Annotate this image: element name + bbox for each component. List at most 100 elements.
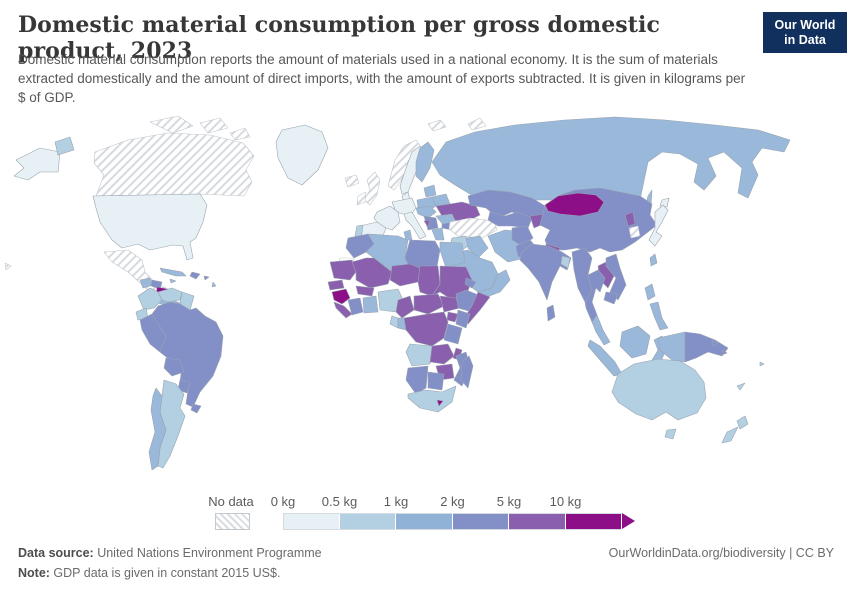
region-venezuela[interactable]: [157, 287, 183, 303]
owid-logo[interactable]: Our World in Data: [763, 12, 847, 57]
legend-segment[interactable]: [283, 513, 340, 530]
region-chile[interactable]: [148, 387, 167, 471]
region-finland[interactable]: [415, 141, 435, 183]
region-ghana-togo-benin[interactable]: [362, 295, 379, 314]
region-eritrea[interactable]: [464, 277, 477, 289]
region-canada-arctic[interactable]: [229, 127, 251, 141]
region-vietnam[interactable]: [605, 253, 627, 301]
region-hispaniola[interactable]: [189, 271, 201, 280]
region-lesser-antilles[interactable]: [211, 281, 217, 288]
region-alaska[interactable]: [13, 147, 61, 181]
region-mauritania[interactable]: [329, 259, 357, 281]
region-gabon[interactable]: [389, 315, 399, 329]
region-fiji[interactable]: [759, 361, 765, 367]
region-borneo[interactable]: [619, 325, 651, 359]
owid-logo-line2: in Data: [784, 32, 826, 47]
region-chukotka[interactable]: [54, 136, 75, 156]
region-papua-new-guinea[interactable]: [684, 331, 729, 363]
region-jamaica[interactable]: [169, 278, 177, 284]
region-solomon-islands[interactable]: [721, 349, 728, 356]
legend-tick-0: 0 kg: [270, 494, 296, 509]
legend-tick-1: 0.5 kg: [321, 494, 358, 509]
region-malaysia[interactable]: [591, 314, 611, 346]
legend-segment[interactable]: [509, 513, 566, 530]
region-canada-arctic[interactable]: [149, 115, 194, 134]
region-uruguay[interactable]: [190, 403, 202, 414]
region-peru[interactable]: [139, 313, 167, 353]
region-sierra-leone-liberia[interactable]: [333, 301, 353, 319]
region-bosnia[interactable]: [423, 219, 431, 228]
region-uganda[interactable]: [446, 311, 459, 323]
region-japan[interactable]: [659, 197, 670, 208]
region-angola[interactable]: [405, 343, 433, 367]
region-thailand[interactable]: [584, 269, 606, 323]
region-kenya[interactable]: [455, 309, 471, 329]
region-philippines[interactable]: [644, 283, 656, 301]
region-usa[interactable]: [92, 193, 208, 261]
region-somalia[interactable]: [465, 291, 491, 325]
region-south-africa[interactable]: [407, 385, 457, 413]
region-tanzania[interactable]: [443, 323, 463, 345]
region-senegal[interactable]: [327, 279, 345, 291]
region-mali[interactable]: [351, 257, 393, 289]
region-guinea[interactable]: [331, 288, 351, 305]
region-north-korea[interactable]: [624, 211, 636, 227]
legend-segment[interactable]: [565, 513, 622, 530]
region-ireland[interactable]: [356, 191, 367, 206]
region-svalbard[interactable]: [427, 119, 447, 132]
region-solomon-islands[interactable]: [711, 339, 719, 347]
region-cameroon[interactable]: [395, 295, 415, 319]
region-sumatra[interactable]: [587, 339, 623, 377]
region-namibia[interactable]: [405, 365, 429, 395]
region-tunisia[interactable]: [403, 229, 413, 241]
legend-no-data-label: No data: [208, 494, 254, 509]
legend-segment[interactable]: [452, 513, 509, 530]
legend-segment[interactable]: [396, 513, 453, 530]
region-new-zealand[interactable]: [736, 415, 749, 430]
region-cambodia[interactable]: [603, 291, 619, 305]
region-new-zealand[interactable]: [721, 426, 739, 444]
region-russia[interactable]: [431, 116, 791, 201]
region-central-african-republic[interactable]: [413, 293, 445, 315]
region-australia[interactable]: [611, 358, 707, 421]
region-canada-arctic[interactable]: [199, 117, 229, 134]
region-botswana[interactable]: [427, 371, 445, 391]
region-tasmania[interactable]: [664, 428, 677, 440]
region-novaya-zemlya[interactable]: [467, 117, 487, 131]
region-bolivia[interactable]: [163, 357, 185, 377]
region-madagascar[interactable]: [460, 355, 474, 389]
legend-segment[interactable]: [339, 513, 396, 530]
region-south-korea[interactable]: [628, 225, 641, 239]
region-lesotho[interactable]: [436, 399, 444, 407]
region-drc[interactable]: [403, 311, 449, 347]
region-turkey[interactable]: [448, 217, 498, 239]
region-hawaii[interactable]: [4, 262, 12, 271]
region-greece[interactable]: [431, 227, 445, 241]
region-philippines[interactable]: [649, 301, 669, 331]
region-iraq[interactable]: [465, 235, 489, 259]
region-greenland[interactable]: [275, 124, 329, 186]
region-paraguay[interactable]: [177, 379, 191, 394]
region-taiwan[interactable]: [649, 253, 658, 267]
region-baltic-states[interactable]: [423, 184, 437, 198]
region-ivory-coast[interactable]: [347, 297, 364, 316]
region-canada[interactable]: [93, 132, 255, 197]
owid-logo-box: Our World in Data: [763, 12, 847, 53]
footer-link[interactable]: OurWorldinData.org/biodiversity | CC BY: [608, 546, 834, 560]
region-iceland[interactable]: [344, 174, 360, 188]
region-burkina-faso[interactable]: [355, 285, 375, 297]
region-cuba[interactable]: [159, 267, 187, 277]
region-central-europe[interactable]: [415, 205, 437, 219]
region-japan[interactable]: [648, 204, 669, 247]
region-new-caledonia[interactable]: [736, 382, 746, 391]
region-india[interactable]: [519, 243, 572, 301]
region-egypt[interactable]: [439, 241, 466, 269]
region-italy[interactable]: [403, 211, 427, 240]
region-sri-lanka[interactable]: [546, 304, 556, 322]
region-uk[interactable]: [363, 171, 381, 206]
region-bangladesh[interactable]: [560, 255, 571, 269]
region-mongolia[interactable]: [544, 192, 605, 217]
region-puerto-rico[interactable]: [203, 275, 210, 281]
region-zambia[interactable]: [429, 343, 455, 365]
region-niger[interactable]: [389, 263, 421, 287]
